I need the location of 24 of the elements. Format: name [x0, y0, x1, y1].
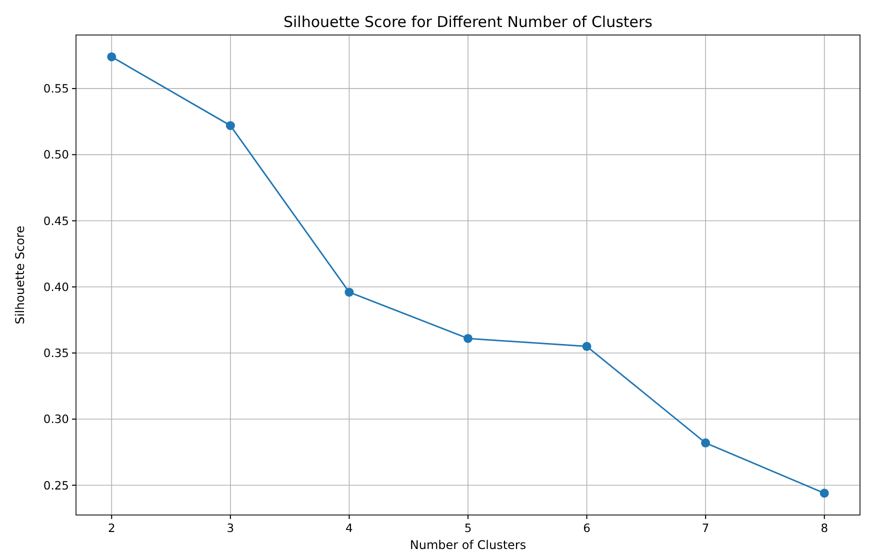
- x-tick-label: 6: [583, 521, 590, 535]
- point: [464, 334, 472, 343]
- y-tick-label: 0.50: [43, 148, 69, 162]
- point: [344, 288, 354, 297]
- x-tick-label: 2: [108, 521, 116, 535]
- point: [582, 342, 592, 351]
- point: [107, 52, 116, 62]
- y-axis-title: Silhouette Score: [13, 226, 27, 324]
- y-tick-label: 0.40: [43, 280, 69, 294]
- y-tick-label: 0.30: [43, 412, 69, 426]
- y-tick-label: 0.35: [43, 346, 69, 360]
- x-tick-label: 7: [702, 521, 710, 535]
- point: [820, 488, 829, 498]
- x-tick-label: 5: [464, 521, 472, 535]
- y-tick-label: 0.45: [43, 214, 69, 228]
- x-tick-label: 3: [226, 521, 234, 535]
- y-tick-label: 0.25: [43, 478, 69, 492]
- point: [226, 121, 235, 130]
- x-tick-label: 4: [346, 521, 353, 535]
- x-axis-title: Number of Clusters: [410, 538, 526, 552]
- chart-title: Silhouette Score for Different Number of Clusters: [283, 13, 653, 31]
- y-tick-label: 0.55: [43, 82, 69, 96]
- x-tick-label: 8: [820, 521, 828, 535]
- point: [701, 438, 710, 448]
